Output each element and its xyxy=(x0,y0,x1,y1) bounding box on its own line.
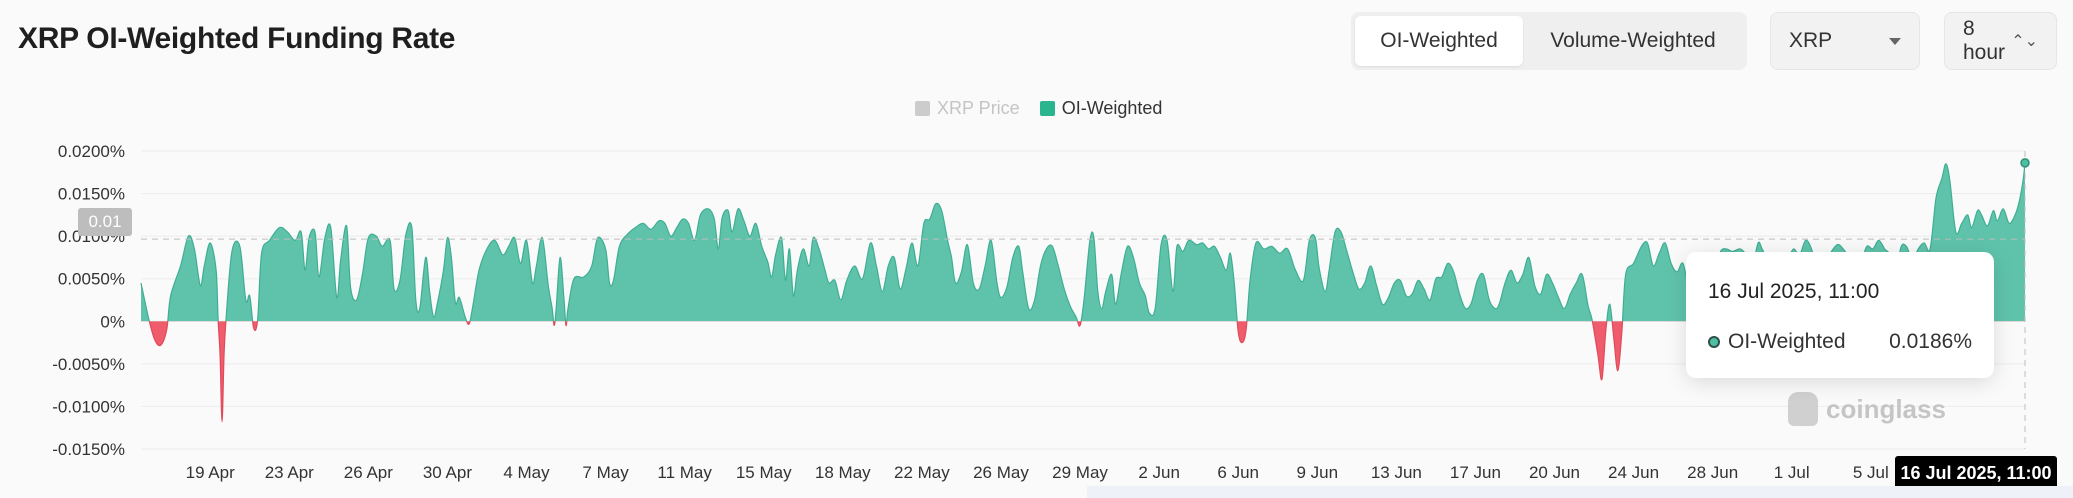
tooltip-series-dot-icon xyxy=(1708,336,1720,348)
x-tick-label: 26 May xyxy=(973,463,1029,482)
crosshair-y-label: 0.01 xyxy=(78,208,132,236)
symbol-select-value: XRP xyxy=(1789,29,1833,52)
x-tick-label: 23 Apr xyxy=(265,463,314,482)
tab-oi-weighted[interactable]: OI-Weighted xyxy=(1355,16,1523,66)
x-tick-label: 22 May xyxy=(894,463,950,482)
tab-volume-weighted[interactable]: Volume-Weighted xyxy=(1550,29,1716,52)
x-tick-label: 2 Jun xyxy=(1138,463,1180,482)
weighting-toggle: OI-Weighted Volume-Weighted xyxy=(1351,12,1747,70)
x-tick-label: 17 Jun xyxy=(1450,463,1501,482)
x-tick-label: 29 May xyxy=(1052,463,1108,482)
legend-label-oi-weighted: OI-Weighted xyxy=(1061,98,1163,118)
x-tick-label: 18 May xyxy=(815,463,871,482)
watermark-text: coinglass xyxy=(1826,393,1946,424)
y-tick-label: -0.0100% xyxy=(52,397,125,416)
y-tick-label: 0.0050% xyxy=(58,270,125,289)
x-tick-label: 28 Jun xyxy=(1687,463,1738,482)
legend-label-xrp-price: XRP Price xyxy=(937,98,1020,118)
tooltip-date: 16 Jul 2025, 11:00 xyxy=(1708,280,1880,303)
caret-down-icon xyxy=(1889,37,1901,45)
x-tick-label: 11 May xyxy=(657,463,712,482)
time-range-slider[interactable] xyxy=(1087,486,2073,498)
chevron-updown-icon: ⌃⌄ xyxy=(2011,33,2038,50)
y-tick-label: -0.0050% xyxy=(52,355,125,374)
x-tick-label: 19 Apr xyxy=(186,463,235,482)
x-tick-label: 9 Jun xyxy=(1296,463,1338,482)
x-tick-label: 1 Jul xyxy=(1774,463,1810,482)
interval-select-value: 8 hour xyxy=(1963,17,2006,64)
x-tick-label: 15 May xyxy=(736,463,792,482)
x-tick-label: 7 May xyxy=(582,463,629,482)
y-tick-label: -0.0150% xyxy=(52,440,125,459)
x-tick-label: 5 Jul xyxy=(1853,463,1889,482)
x-tick-label: 13 Jun xyxy=(1371,463,1422,482)
tooltip-series-name: OI-Weighted xyxy=(1728,330,1846,353)
x-tick-label: 6 Jun xyxy=(1217,463,1259,482)
tooltip-value: 0.0186% xyxy=(1889,330,1972,353)
chart-legend: XRP Price OI-Weighted xyxy=(915,98,1182,119)
legend-item-oi-weighted[interactable]: OI-Weighted xyxy=(1039,98,1163,119)
x-tick-label: 30 Apr xyxy=(423,463,472,482)
crosshair-x-label: 16 Jul 2025, 11:00 xyxy=(1895,456,2057,490)
legend-swatch-xrp-price xyxy=(915,101,930,116)
x-tick-label: 20 Jun xyxy=(1529,463,1580,482)
x-tick-label: 4 May xyxy=(503,463,550,482)
interval-select[interactable]: 8 hour ⌃⌄ xyxy=(1944,12,2057,70)
x-tick-label: 26 Apr xyxy=(344,463,393,482)
coinglass-logo-icon xyxy=(1788,392,1818,426)
hover-point xyxy=(2020,158,2030,168)
y-tick-label: 0.0150% xyxy=(58,185,125,204)
legend-item-xrp-price[interactable]: XRP Price xyxy=(915,98,1020,119)
watermark: coinglass xyxy=(1788,392,1946,426)
y-tick-label: 0.0200% xyxy=(58,142,125,161)
legend-swatch-oi-weighted xyxy=(1039,101,1055,116)
tooltip-row: OI-Weighted 0.0186% xyxy=(1708,330,1972,354)
page-title: XRP OI-Weighted Funding Rate xyxy=(18,22,456,55)
x-tick-label: 24 Jun xyxy=(1608,463,1659,482)
chart-tooltip: 16 Jul 2025, 11:00 OI-Weighted 0.0186% xyxy=(1686,252,1994,378)
y-tick-label: 0% xyxy=(100,312,125,331)
symbol-select[interactable]: XRP xyxy=(1770,12,1920,70)
